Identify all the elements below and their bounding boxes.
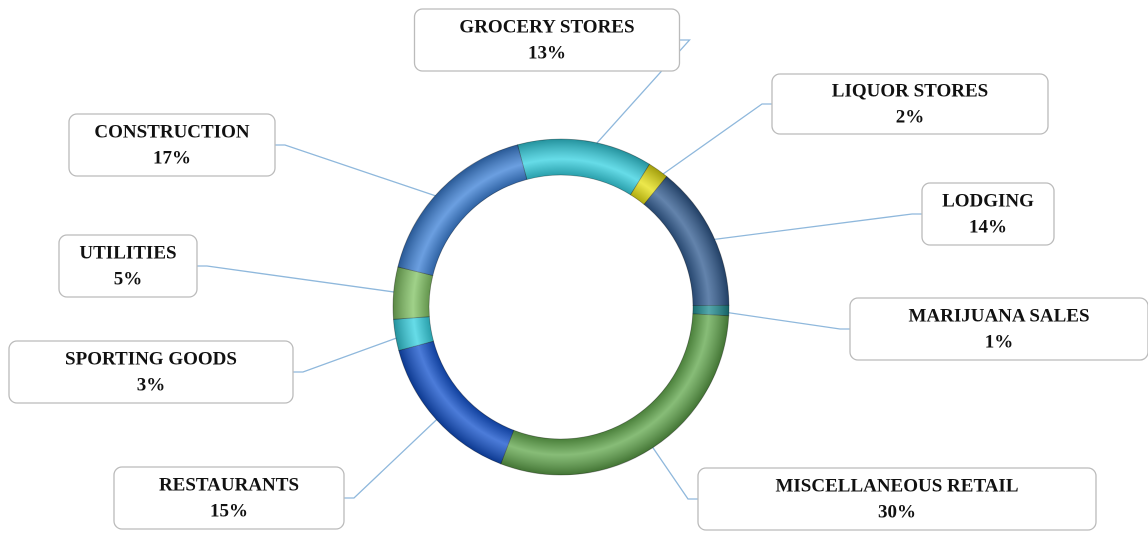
- leader-line: [344, 406, 450, 499]
- label-box: [8, 340, 294, 404]
- label-value: 30%: [878, 501, 916, 522]
- label-box: [921, 182, 1055, 246]
- label-name: LODGING: [942, 190, 1034, 211]
- label-value: 3%: [137, 374, 166, 395]
- slice: [397, 144, 528, 276]
- label-name: SPORTING GOODS: [65, 348, 237, 369]
- label-name: CONSTRUCTION: [94, 121, 249, 142]
- label-name: RESTAURANTS: [159, 474, 299, 495]
- label-box: [113, 466, 345, 530]
- leader-line: [695, 213, 922, 243]
- labels: GROCERY STORES 13% LIQUOR STORES 2% LODGING 1…: [8, 8, 1148, 531]
- label-box: [697, 467, 1097, 531]
- label-box: [849, 297, 1148, 361]
- label-value: 15%: [210, 500, 248, 521]
- slice: [517, 138, 651, 196]
- label-name: GROCERY STORES: [459, 16, 634, 37]
- label-name: LIQUOR STORES: [832, 80, 988, 101]
- label-name: MISCELLANEOUS RETAIL: [775, 475, 1018, 496]
- slice: [500, 313, 730, 476]
- leader-line: [582, 39, 691, 160]
- slice: [392, 266, 434, 320]
- leader-line: [293, 331, 414, 373]
- leader-line: [647, 103, 772, 186]
- label-box: [58, 234, 198, 298]
- leader-line: [197, 265, 412, 296]
- label-box: [771, 73, 1049, 135]
- slice: [643, 175, 730, 307]
- leader-line: [275, 144, 455, 203]
- label-box: [68, 113, 276, 177]
- label-value: 2%: [896, 106, 925, 127]
- slices: [392, 138, 730, 476]
- label-value: 1%: [985, 331, 1014, 352]
- label-name: UTILITIES: [79, 242, 176, 263]
- leader-line: [710, 309, 850, 330]
- label-value: 13%: [528, 42, 566, 63]
- label-value: 14%: [969, 216, 1007, 237]
- slice: [398, 340, 515, 465]
- label-name: MARIJUANA SALES: [908, 305, 1089, 326]
- label-value: 5%: [114, 268, 143, 289]
- label-box: [413, 8, 681, 72]
- label-value: 17%: [153, 147, 191, 168]
